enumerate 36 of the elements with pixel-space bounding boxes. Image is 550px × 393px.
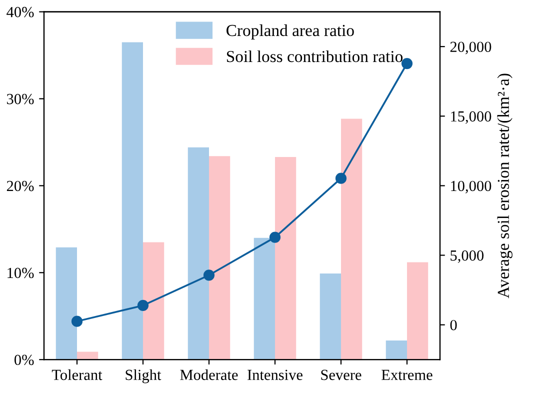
bar — [320, 274, 341, 360]
bar — [407, 262, 428, 360]
bar — [386, 340, 407, 360]
x-tick-label: Tolerant — [52, 369, 102, 380]
legend-label: Cropland area ratio — [226, 24, 354, 40]
x-tick-label: Severe — [321, 370, 362, 380]
bar — [122, 42, 143, 360]
point — [203, 270, 215, 281]
bar — [56, 247, 77, 360]
bar — [209, 156, 230, 360]
y-tick-label: 40% — [6, 6, 34, 18]
y2-tick-label: 0 — [450, 320, 457, 330]
y2-axis-title: Average soil erosion ratet/(km²·a) — [497, 74, 512, 298]
x-tick-label: Intensive — [248, 370, 302, 380]
point — [71, 316, 83, 327]
x-tick-label: Slight — [126, 369, 162, 384]
y-tick-label: 0% — [14, 354, 34, 366]
x-tick-label: Moderate — [180, 369, 238, 380]
point — [335, 172, 347, 184]
bar — [254, 238, 275, 360]
y-tick-label: 20% — [6, 180, 34, 192]
x-tick-label: Extreme — [382, 370, 432, 380]
point — [269, 232, 281, 243]
y-tick-label: 30% — [7, 94, 34, 104]
y2-tick-label: 15,000 — [451, 111, 492, 124]
legend-label: Soil loss contribution ratio — [226, 50, 403, 62]
bar — [275, 157, 296, 360]
point — [137, 300, 149, 312]
y2-tick-label: 10,000 — [451, 180, 492, 194]
bar — [143, 242, 164, 360]
y2-tick-label: 20,000 — [450, 42, 492, 54]
bar — [188, 147, 209, 360]
y2-tick-label: 5,000 — [450, 250, 484, 263]
point — [401, 58, 413, 70]
bar — [341, 118, 362, 360]
y-tick-label: 10% — [8, 268, 34, 278]
